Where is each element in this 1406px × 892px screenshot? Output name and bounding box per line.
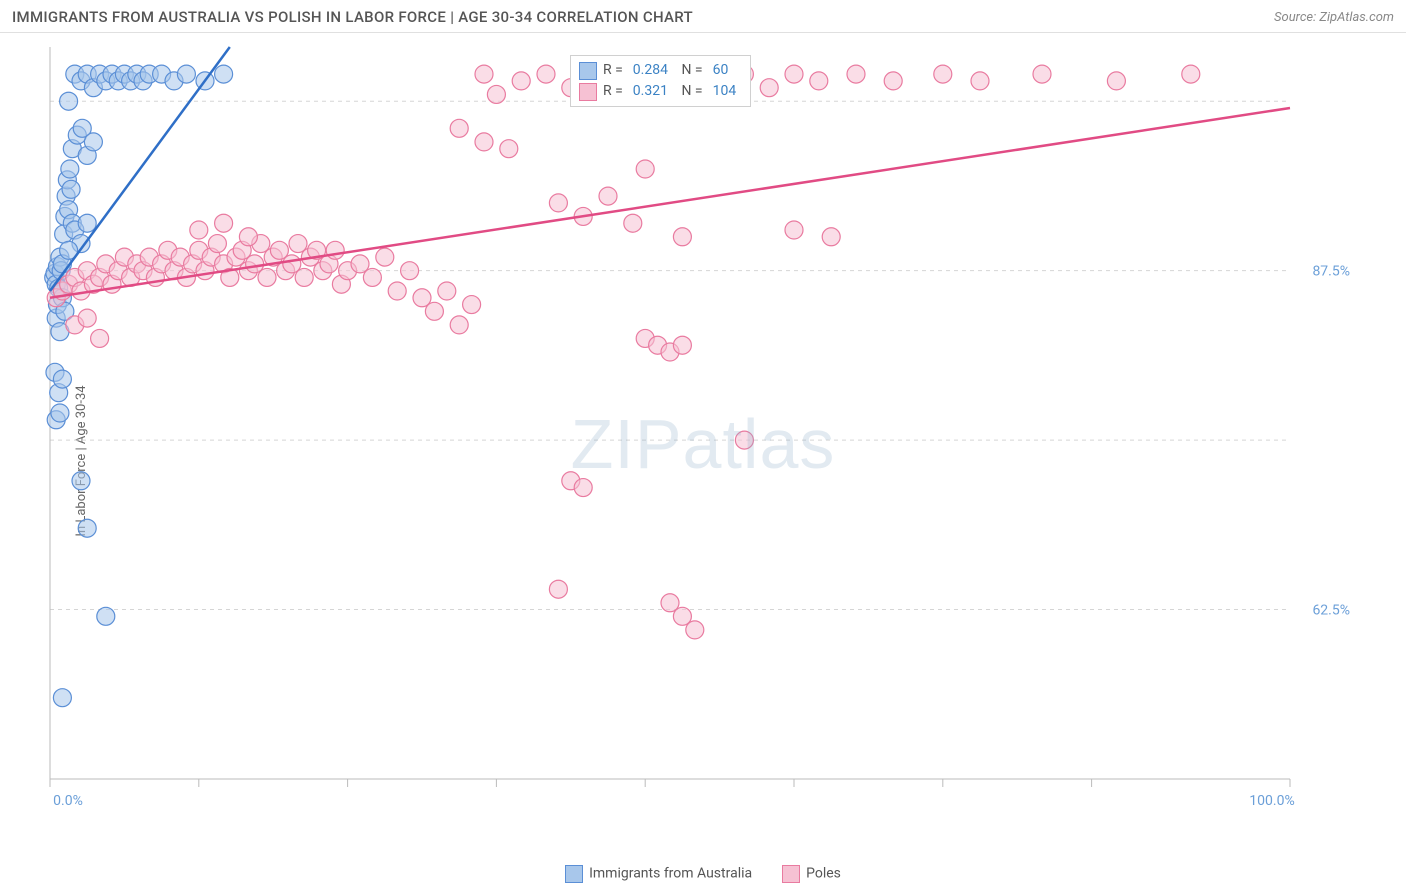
legend-swatch: [579, 62, 597, 80]
data-point: [450, 316, 468, 334]
data-point: [84, 133, 102, 151]
data-point: [215, 65, 233, 83]
data-point: [971, 72, 989, 90]
data-point: [475, 65, 493, 83]
legend-item: Immigrants from Australia: [565, 865, 752, 883]
data-point: [295, 268, 313, 286]
svg-text:62.5%: 62.5%: [1312, 603, 1350, 619]
legend-row: R = 0.284 N = 60: [579, 60, 740, 81]
data-point: [208, 235, 226, 253]
svg-text:100.0%: 100.0%: [1249, 793, 1294, 809]
svg-text:87.5%: 87.5%: [1312, 264, 1350, 280]
data-point: [53, 370, 71, 388]
legend-swatch: [579, 83, 597, 101]
data-point: [512, 72, 530, 90]
legend-n-label: N =: [678, 60, 703, 81]
data-point: [239, 228, 257, 246]
legend-row: R = 0.321 N = 104: [579, 81, 740, 102]
data-point: [934, 65, 952, 83]
data-point: [1182, 65, 1200, 83]
data-point: [735, 431, 753, 449]
data-point: [810, 72, 828, 90]
data-point: [673, 336, 691, 354]
data-point: [438, 282, 456, 300]
legend-item: Poles: [782, 865, 841, 883]
data-point: [487, 85, 505, 103]
data-point: [463, 296, 481, 314]
legend-r-label: R =: [603, 60, 623, 81]
data-point: [177, 65, 195, 83]
data-point: [61, 160, 79, 178]
legend-swatch: [565, 865, 583, 883]
data-point: [326, 241, 344, 259]
chart-title: IMMIGRANTS FROM AUSTRALIA VS POLISH IN L…: [12, 8, 693, 26]
data-point: [78, 214, 96, 232]
data-point: [475, 133, 493, 151]
legend-n-label: N =: [678, 81, 703, 102]
data-point: [78, 519, 96, 537]
data-point: [60, 92, 78, 110]
data-point: [215, 214, 233, 232]
legend-n-value: 104: [709, 81, 741, 102]
legend-label: Poles: [806, 866, 841, 882]
trend-line: [50, 108, 1290, 298]
data-point: [425, 302, 443, 320]
data-point: [53, 689, 71, 707]
data-point: [376, 248, 394, 266]
data-point: [72, 472, 90, 490]
data-point: [190, 221, 208, 239]
legend-r-value: 0.321: [629, 81, 672, 102]
chart-area: In Labor Force | Age 30-34 62.5%87.5%0.0…: [0, 33, 1406, 889]
data-point: [785, 221, 803, 239]
data-point: [62, 180, 80, 198]
data-point: [363, 268, 381, 286]
data-point: [1107, 72, 1125, 90]
data-point: [760, 79, 778, 97]
data-point: [636, 160, 654, 178]
legend-swatch: [782, 865, 800, 883]
data-point: [91, 329, 109, 347]
data-point: [537, 65, 555, 83]
svg-text:0.0%: 0.0%: [53, 793, 83, 809]
legend-r-label: R =: [603, 81, 623, 102]
data-point: [97, 607, 115, 625]
data-point: [822, 228, 840, 246]
data-point: [884, 72, 902, 90]
series-legend: Immigrants from Australia Poles: [0, 865, 1406, 889]
data-point: [450, 119, 468, 137]
data-point: [1033, 65, 1051, 83]
data-point: [549, 580, 567, 598]
legend-r-value: 0.284: [629, 60, 672, 81]
data-point: [258, 268, 276, 286]
data-point: [549, 194, 567, 212]
data-point: [847, 65, 865, 83]
data-point: [500, 140, 518, 158]
scatter-plot: 62.5% 87.5% 0.0% 100.0%: [40, 43, 1360, 853]
data-point: [574, 479, 592, 497]
chart-source: Source: ZipAtlas.com: [1274, 10, 1394, 25]
data-point: [401, 262, 419, 280]
chart-header: IMMIGRANTS FROM AUSTRALIA VS POLISH IN L…: [0, 0, 1406, 33]
data-point: [673, 228, 691, 246]
data-point: [599, 187, 617, 205]
data-point: [78, 309, 96, 327]
data-point: [785, 65, 803, 83]
data-point: [624, 214, 642, 232]
correlation-legend: R = 0.284 N = 60 R = 0.321 N = 104: [570, 55, 751, 107]
legend-label: Immigrants from Australia: [589, 866, 752, 882]
data-point: [51, 404, 69, 422]
legend-n-value: 60: [709, 60, 733, 81]
data-point: [388, 282, 406, 300]
data-point: [686, 621, 704, 639]
